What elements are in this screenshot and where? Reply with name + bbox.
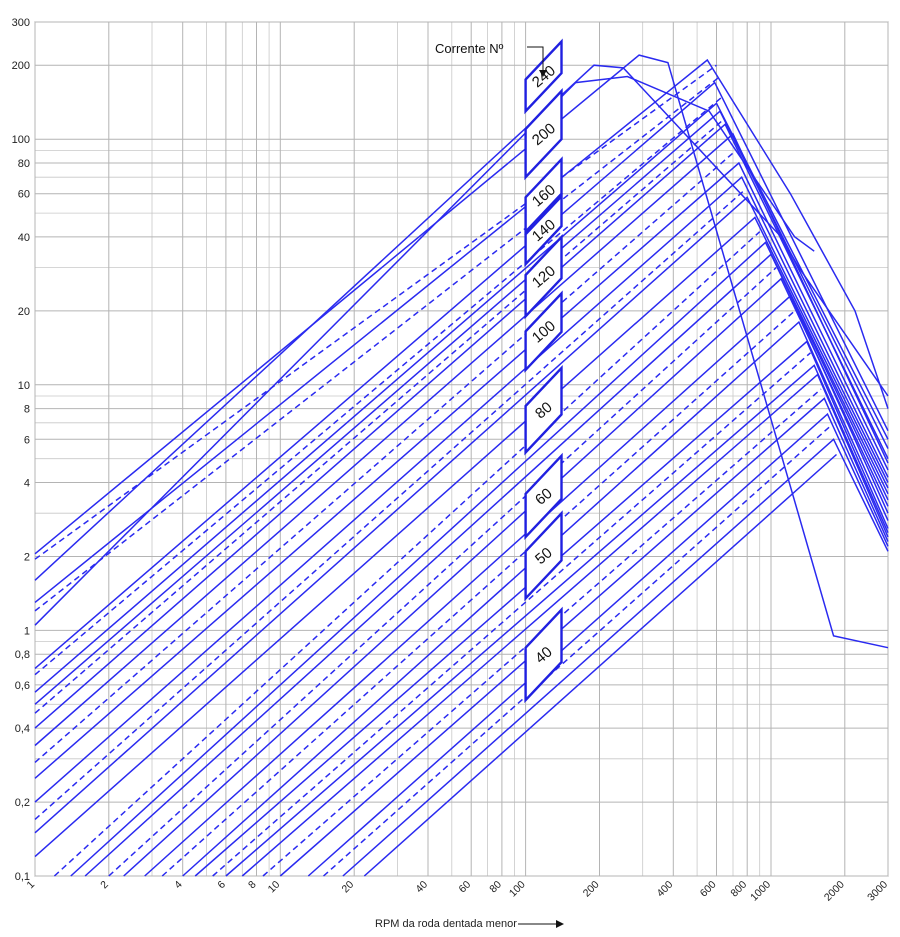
series-line (182, 320, 889, 877)
x-tick-label: 8 (246, 879, 259, 892)
series-line (34, 175, 889, 803)
x-tick-label: 40 (413, 879, 430, 896)
series-line (70, 241, 889, 877)
y-tick-label: 300 (12, 17, 30, 29)
x-axis-title-group: RPM da roda dentada menor (375, 918, 564, 930)
x-tick-label: 1000 (748, 879, 773, 904)
y-tick-label: 4 (24, 478, 30, 490)
series-line (194, 340, 889, 877)
y-tick-label: 2 (24, 552, 30, 564)
x-tick-label: 800 (728, 879, 749, 900)
y-tick-label: 0,8 (15, 649, 30, 661)
chain-box (524, 290, 563, 373)
series-line (53, 231, 761, 877)
x-tick-label: 10 (266, 879, 283, 896)
x-tick-label: 2 (98, 879, 111, 892)
y-tick-label: 0,6 (15, 680, 30, 692)
series-line (342, 438, 889, 877)
series-line (34, 196, 889, 834)
x-tick-label: 400 (655, 879, 676, 900)
series-line (323, 425, 832, 877)
x-tick-label: 3000 (865, 879, 890, 904)
y-tick-label: 8 (24, 404, 30, 416)
y-tick-label: 100 (12, 134, 30, 146)
series-line (34, 58, 889, 603)
series-line (279, 397, 889, 877)
series-line (307, 412, 889, 877)
x-tick-label: 100 (507, 879, 528, 900)
series-line (108, 267, 777, 877)
chain-box (524, 364, 563, 456)
y-tick-label: 6 (24, 434, 30, 446)
chain-box (524, 87, 563, 181)
y-tick-label: 200 (12, 60, 30, 72)
series-line (34, 119, 724, 714)
series-line (34, 75, 815, 626)
series-line (34, 216, 889, 858)
series-line (34, 109, 889, 705)
series-line (34, 132, 889, 747)
x-tick-label: 1 (25, 879, 38, 892)
y-tick-label: 0,2 (15, 797, 30, 809)
annotation-arrowhead (539, 70, 547, 77)
chain-box (524, 233, 563, 320)
x-tick-label: 200 (581, 879, 602, 900)
x-tick-label: 4 (172, 879, 185, 892)
y-tick-label: 0,4 (15, 723, 30, 735)
series-line (34, 161, 889, 779)
series-line (34, 64, 717, 560)
series-line (123, 277, 889, 877)
x-tick-label: 600 (698, 879, 719, 900)
y-tick-label: 10 (18, 380, 30, 392)
annotation-arrow (527, 46, 544, 72)
chain-box (524, 510, 563, 602)
x-tick-label: 80 (487, 879, 504, 896)
series-line (34, 64, 889, 581)
series-line (34, 189, 745, 820)
series-line (212, 352, 811, 877)
series-line (241, 373, 889, 877)
chain-box (524, 193, 563, 268)
series-line (161, 310, 796, 877)
chain-box (524, 38, 563, 115)
y-tick-label: 0,1 (15, 871, 30, 883)
x-axis-title: RPM da roda dentada menor (375, 918, 517, 930)
y-tick-label: 20 (18, 306, 30, 318)
y-tick-label: 1 (24, 625, 30, 637)
tick-labels: 0,10,20,40,60,81246810204060801002003001… (12, 17, 891, 904)
x-tick-label: 6 (215, 879, 228, 892)
series-line (144, 294, 889, 877)
y-tick-label: 80 (18, 158, 30, 170)
corrente-annotation: Corrente Nº (435, 41, 504, 56)
x-tick-label: 60 (457, 879, 474, 896)
x-axis-arrowhead (556, 920, 564, 928)
chain-box (524, 606, 563, 704)
series-line (225, 364, 889, 877)
series-layer (34, 54, 889, 877)
y-tick-label: 60 (18, 189, 30, 201)
series-line (84, 253, 889, 877)
y-tick-label: 40 (18, 232, 30, 244)
x-tick-label: 2000 (822, 879, 847, 904)
series-line (363, 453, 837, 877)
chain-box (524, 156, 563, 235)
series-line (34, 102, 889, 693)
series-line (34, 75, 721, 612)
x-tick-label: 20 (340, 879, 357, 896)
chain-box (524, 452, 563, 541)
annotation: Corrente Nº (435, 41, 547, 77)
series-line (34, 81, 889, 669)
series-line (34, 149, 737, 763)
